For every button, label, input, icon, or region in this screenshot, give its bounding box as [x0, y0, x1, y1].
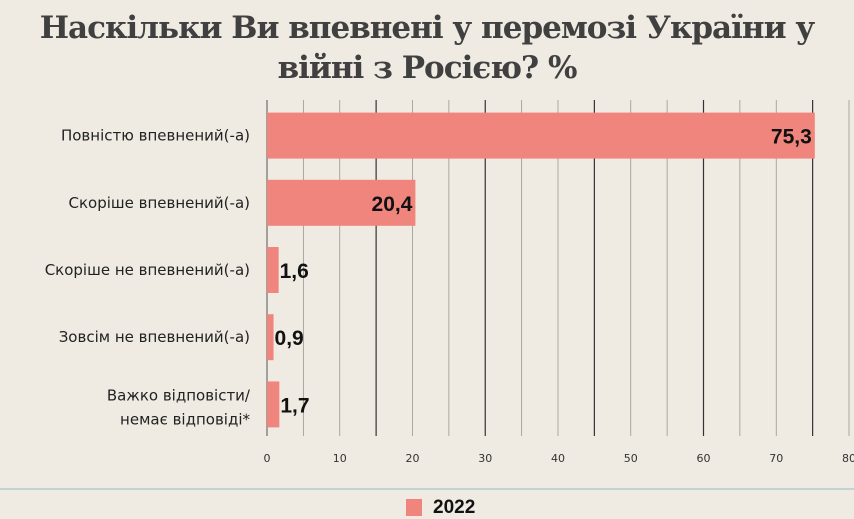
- category-label: Скоріше не впевнений(-а): [45, 261, 250, 279]
- bar: [267, 179, 416, 226]
- category-label: Повністю впевнений(-а): [61, 127, 250, 145]
- data-label: 20,4: [372, 193, 413, 216]
- legend-swatch: [406, 499, 422, 516]
- data-label: 75,3: [771, 126, 812, 149]
- legend-label: 2022: [433, 497, 475, 518]
- x-tick-label: 40: [551, 452, 565, 465]
- bar: [267, 112, 815, 159]
- x-tick-label: 20: [406, 452, 420, 465]
- bar: [267, 381, 280, 428]
- x-tick-label: 0: [264, 452, 271, 465]
- category-label: Важко відповісти/: [107, 386, 251, 404]
- category-label: Зовсім не впевнений(-а): [59, 328, 250, 346]
- x-tick-label: 30: [478, 452, 492, 465]
- data-label: 1,6: [280, 260, 309, 283]
- x-tick-label: 70: [769, 452, 783, 465]
- x-tick-label: 60: [697, 452, 711, 465]
- x-tick-label: 80: [842, 452, 854, 465]
- data-label: 0,9: [275, 327, 304, 350]
- category-label: Скоріше впевнений(-а): [69, 194, 251, 212]
- x-tick-label: 50: [624, 452, 638, 465]
- data-label: 1,7: [280, 394, 309, 417]
- bar: [267, 247, 279, 293]
- bar: [267, 314, 274, 361]
- x-tick-label: 10: [333, 452, 347, 465]
- chart-title: Наскільки Ви впевнені у перемозі України…: [39, 10, 815, 86]
- category-label: немає відповіді*: [120, 410, 250, 428]
